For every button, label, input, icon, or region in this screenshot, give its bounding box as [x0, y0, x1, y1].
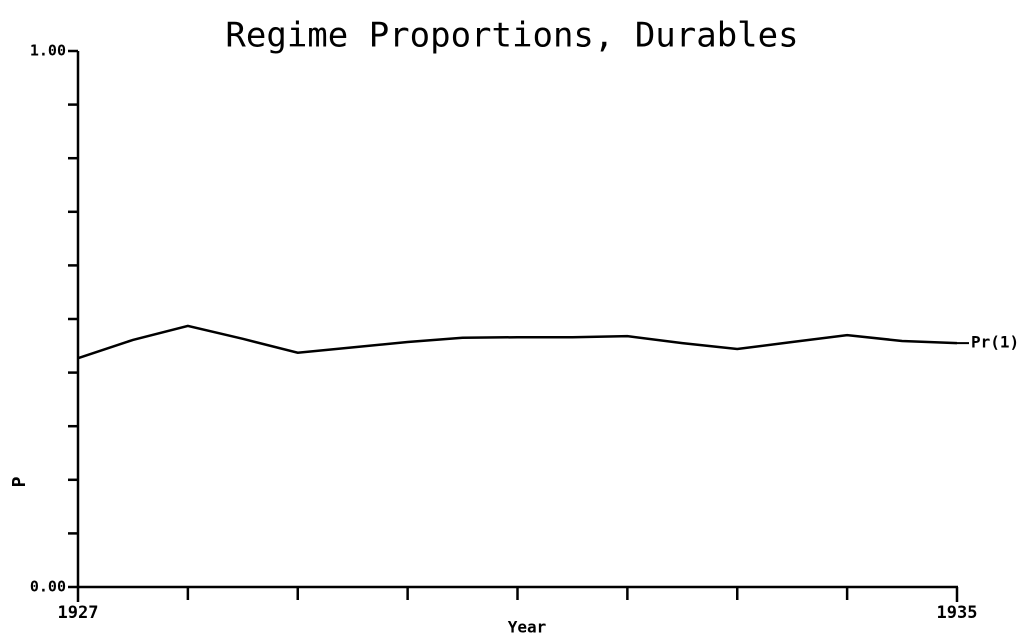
- x-tick-label: 1935: [937, 603, 978, 623]
- series-line: [77, 324, 958, 360]
- chart-title: Regime Proportions, Durables: [225, 16, 798, 56]
- x-axis-label: Year: [508, 618, 547, 637]
- series-label: Pr(1): [971, 333, 1019, 352]
- y-tick-label: 0.00: [30, 578, 66, 596]
- y-tick-label: 1.00: [30, 42, 66, 60]
- x-tick-label: 1927: [58, 603, 99, 623]
- y-axis-label: P: [9, 476, 30, 487]
